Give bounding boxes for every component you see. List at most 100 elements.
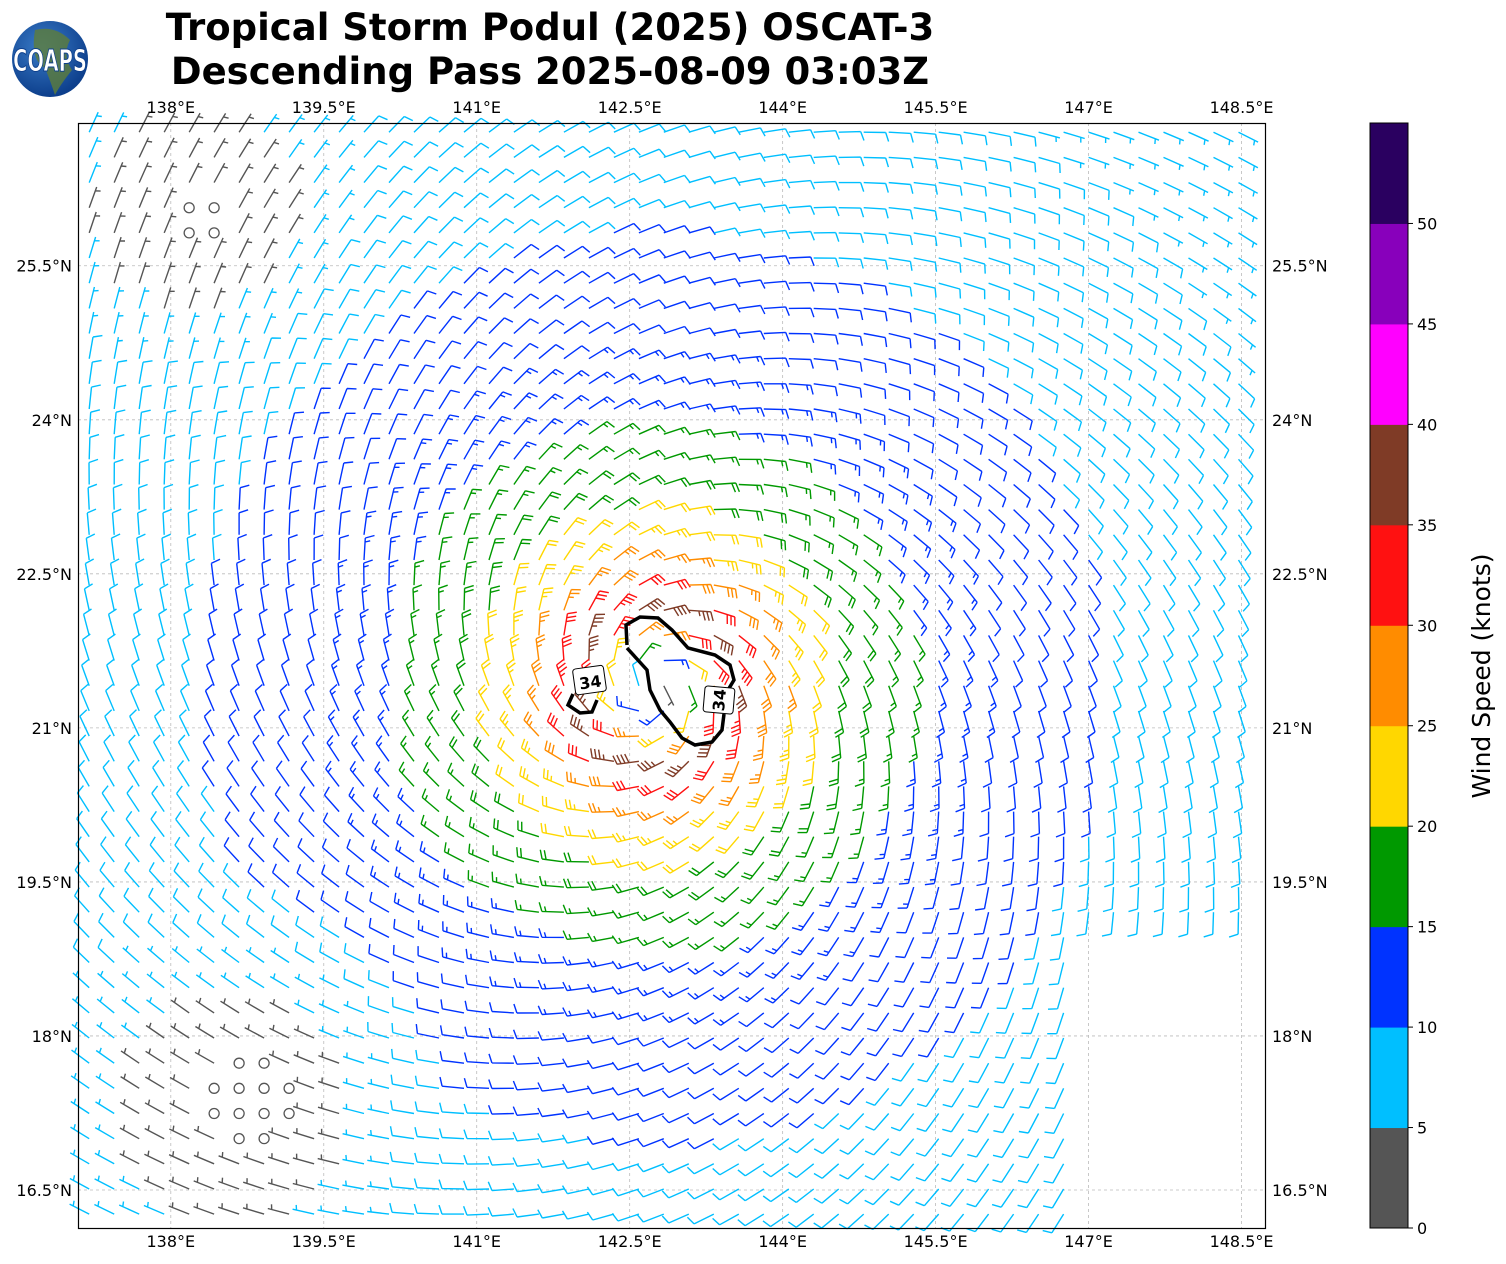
wind-barb xyxy=(288,312,308,334)
wind-barb xyxy=(763,204,791,214)
wind-barb xyxy=(963,483,982,507)
wind-barb xyxy=(263,238,278,259)
wind-barb xyxy=(661,1087,690,1099)
wind-barb xyxy=(963,307,986,326)
wind-barb xyxy=(637,760,665,772)
wind-barb xyxy=(163,137,178,158)
wind-barb xyxy=(413,1203,440,1215)
wind-barb xyxy=(688,557,716,568)
wind-barb xyxy=(1030,811,1041,838)
wind-barb xyxy=(586,1034,615,1044)
wind-barb xyxy=(561,1159,590,1170)
wind-barb xyxy=(248,837,265,863)
wind-barb xyxy=(293,1076,315,1089)
wind-barb xyxy=(913,358,936,376)
wind-barb xyxy=(863,559,882,583)
wind-barb xyxy=(238,163,254,183)
wind-barb xyxy=(712,987,740,1002)
wind-barb xyxy=(888,307,912,323)
wind-barb xyxy=(400,735,415,762)
wind-barb xyxy=(1213,181,1234,197)
wind-barb xyxy=(72,938,90,964)
wind-barb xyxy=(687,886,715,901)
wind-barb xyxy=(917,1037,940,1058)
wind-barb xyxy=(473,736,490,762)
wind-barb xyxy=(296,863,315,888)
wind-barb xyxy=(113,162,127,183)
wind-barb xyxy=(738,483,765,495)
wind-barb xyxy=(938,685,947,713)
wind-barb xyxy=(438,1128,465,1140)
wind-barb xyxy=(100,810,115,838)
wind-barb xyxy=(236,558,246,586)
wind-barb xyxy=(493,818,515,838)
wind-barb xyxy=(389,1151,415,1165)
wind-barb xyxy=(513,609,524,636)
wind-barb xyxy=(1063,232,1085,251)
wind-barb xyxy=(938,433,959,455)
wind-barb xyxy=(913,207,938,221)
wind-barb xyxy=(513,194,540,209)
lon-tick-label: 147°E xyxy=(1064,98,1113,117)
wind-barb xyxy=(788,1163,815,1179)
wind-barb xyxy=(768,836,790,857)
wind-barb xyxy=(1004,811,1015,838)
wind-barb xyxy=(198,836,215,863)
wind-barb xyxy=(1238,207,1258,223)
wind-barb xyxy=(213,434,227,460)
wind-barb xyxy=(562,1007,590,1017)
wind-barb xyxy=(993,1113,1015,1134)
wind-barb xyxy=(1037,685,1047,713)
wind-barb xyxy=(338,534,349,561)
wind-barb xyxy=(438,512,455,535)
wind-barb xyxy=(395,840,415,863)
wind-barb xyxy=(471,763,490,787)
wind-barb xyxy=(188,360,204,384)
wind-barb xyxy=(791,911,815,931)
wind-barb xyxy=(144,1073,165,1089)
wind-barb xyxy=(1048,962,1065,986)
wind-barb xyxy=(826,786,840,811)
wind-barb xyxy=(1237,534,1252,561)
wind-barb xyxy=(1163,131,1185,145)
wind-barb xyxy=(1063,509,1080,535)
wind-barb xyxy=(438,438,459,460)
wind-barb xyxy=(293,1051,315,1064)
wind-barb xyxy=(257,633,267,661)
wind-barb xyxy=(1162,685,1172,713)
wind-barb xyxy=(369,891,390,913)
wind-barb xyxy=(245,946,265,964)
wind-barb xyxy=(913,635,926,662)
wind-barb xyxy=(988,458,1008,482)
wind-barb xyxy=(1043,1163,1065,1184)
wind-barb xyxy=(313,189,330,209)
wind-barb xyxy=(207,633,217,661)
wind-barb xyxy=(288,263,303,284)
wind-barb xyxy=(923,886,940,910)
wind-barb xyxy=(913,408,935,428)
wind-barb xyxy=(638,198,667,209)
wind-barb xyxy=(563,852,589,863)
wind-barb xyxy=(269,973,290,989)
wind-barb xyxy=(1017,1188,1040,1209)
wind-barb xyxy=(367,1021,390,1039)
wind-barb xyxy=(1083,761,1094,789)
wind-barb xyxy=(638,499,666,511)
wind-barb xyxy=(319,916,340,938)
wind-barb xyxy=(838,660,850,688)
wind-barb xyxy=(439,1076,465,1089)
wind-barb xyxy=(942,1113,965,1133)
wind-barb xyxy=(338,436,355,460)
wind-barb xyxy=(98,887,115,913)
wind-barb xyxy=(509,633,520,661)
wind-barb xyxy=(1038,207,1061,225)
wind-barb xyxy=(382,633,392,661)
wind-barb xyxy=(764,987,790,1004)
wind-barb xyxy=(487,1207,514,1217)
wind-barb xyxy=(788,1087,815,1104)
wind-barb xyxy=(188,287,201,309)
wind-barb xyxy=(687,1087,715,1100)
wind-barb xyxy=(1231,836,1242,864)
wind-barb xyxy=(918,1012,940,1033)
wind-barb xyxy=(638,549,666,561)
